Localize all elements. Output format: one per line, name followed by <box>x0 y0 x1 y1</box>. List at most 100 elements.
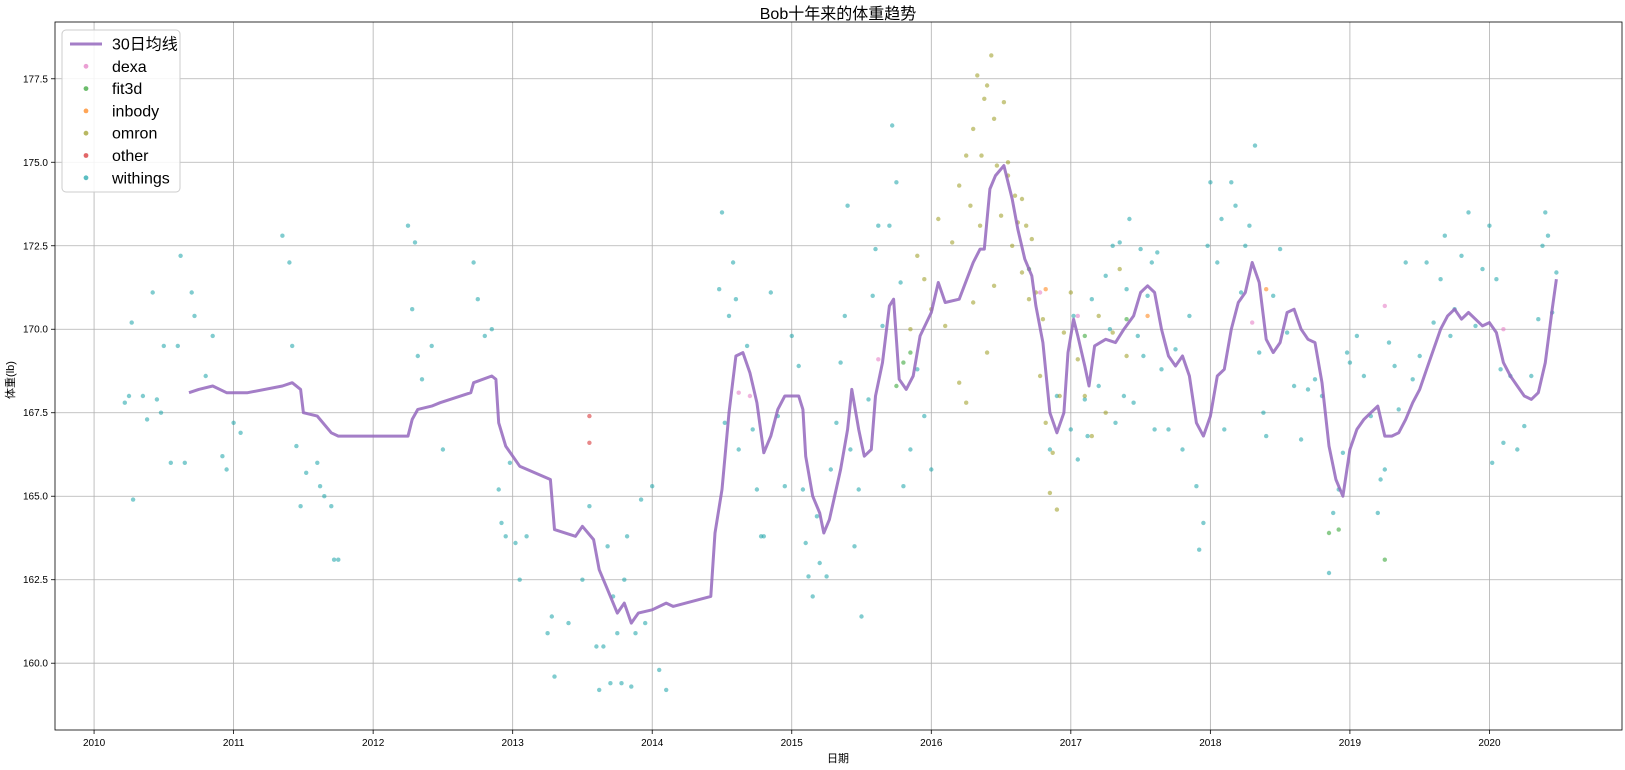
series-withings <box>122 123 1559 693</box>
withings-point <box>1490 460 1495 465</box>
withings-point <box>1410 377 1415 382</box>
withings-point <box>122 400 128 405</box>
withings-point <box>566 620 571 626</box>
withings-point <box>315 460 320 465</box>
withings-point <box>1194 484 1199 489</box>
withings-point <box>1149 260 1155 265</box>
omron-point <box>1043 420 1048 425</box>
withings-point <box>1347 360 1353 365</box>
withings-point <box>1252 143 1258 148</box>
dexa-point <box>1250 320 1255 325</box>
withings-point <box>1417 353 1422 359</box>
omron-point <box>957 380 962 385</box>
withings-point <box>848 447 853 452</box>
withings-point <box>866 397 871 402</box>
legend-item: omron <box>83 126 157 143</box>
withings-point <box>887 223 892 228</box>
withings-point <box>1487 223 1492 228</box>
omron-point <box>989 53 994 58</box>
withings-point <box>1135 333 1141 339</box>
x-tick-label: 2015 <box>781 738 804 749</box>
withings-point <box>1340 450 1346 455</box>
withings-point <box>304 470 309 475</box>
withings-point <box>1180 447 1185 452</box>
omron-point <box>977 223 983 228</box>
fit3d-point <box>1082 333 1088 339</box>
withings-point <box>1529 373 1534 379</box>
x-axis-label: 日期 <box>827 752 849 765</box>
omron-point <box>1037 373 1043 379</box>
withings-point <box>489 327 494 332</box>
inbody-point <box>1145 313 1150 319</box>
omron-point <box>1057 393 1062 399</box>
withings-point <box>1257 350 1262 355</box>
withings-point <box>768 290 773 295</box>
withings-point <box>429 343 434 349</box>
withings-point <box>803 540 808 546</box>
withings-point <box>154 397 160 402</box>
withings-point <box>859 614 864 619</box>
withings-point <box>482 333 487 339</box>
withings-point <box>619 681 624 686</box>
withings-point <box>329 504 334 509</box>
withings-point <box>622 577 627 582</box>
legend-marker-swatch <box>83 175 89 181</box>
withings-point <box>294 443 299 449</box>
withings-point <box>336 557 341 562</box>
withings-point <box>287 260 292 265</box>
withings-point <box>144 417 150 422</box>
withings-point <box>1159 367 1164 372</box>
withings-point <box>1152 427 1157 432</box>
withings-point <box>499 520 504 526</box>
omron-point <box>1040 317 1046 322</box>
withings-point <box>1222 427 1227 432</box>
withings-point <box>890 123 895 128</box>
withings-point <box>1145 293 1150 298</box>
withings-point <box>1312 377 1318 382</box>
withings-point <box>1403 260 1408 265</box>
x-tick-label: 2019 <box>1339 738 1362 749</box>
withings-point <box>1438 277 1443 282</box>
dexa-point <box>1382 303 1388 309</box>
omron-point <box>984 350 990 355</box>
grid <box>55 22 1622 730</box>
withings-point <box>507 460 513 465</box>
withings-point <box>608 681 613 686</box>
legend-label: other <box>112 148 149 165</box>
withings-point <box>1392 363 1397 369</box>
fit3d-point <box>1326 530 1332 536</box>
other-point <box>587 413 592 419</box>
withings-point <box>629 684 634 689</box>
y-axis-label: 体重(lb) <box>3 361 17 399</box>
withings-point <box>650 484 655 489</box>
withings-point <box>1138 246 1143 252</box>
omron-point <box>1096 313 1101 319</box>
omron-point <box>971 126 976 132</box>
omron-point <box>915 253 920 258</box>
legend-marker-swatch <box>83 63 89 69</box>
x-tick-label: 2014 <box>641 738 664 749</box>
withings-point <box>1522 423 1527 429</box>
dexa-point <box>747 393 753 399</box>
y-tick-label: 177.5 <box>23 74 48 85</box>
withings-point <box>1082 397 1088 402</box>
fit3d-point <box>1336 527 1341 532</box>
omron-point <box>994 163 1000 168</box>
legend-label: 30日均线 <box>112 36 178 54</box>
withings-point <box>161 343 166 349</box>
withings-point <box>412 240 418 245</box>
withings-point <box>1431 320 1436 325</box>
withings-point <box>587 504 592 509</box>
omron-point <box>991 283 997 288</box>
legend-marker-swatch <box>83 108 89 114</box>
withings-point <box>1386 340 1392 345</box>
withings-point <box>717 287 722 292</box>
withings-point <box>580 577 585 582</box>
legend-item: 30日均线 <box>70 36 178 54</box>
omron-point <box>971 300 976 305</box>
omron-point <box>1026 297 1032 302</box>
x-tick-label: 2018 <box>1199 738 1222 749</box>
withings-point <box>828 467 833 472</box>
withings-point <box>175 343 180 349</box>
legend-label: inbody <box>112 103 159 120</box>
